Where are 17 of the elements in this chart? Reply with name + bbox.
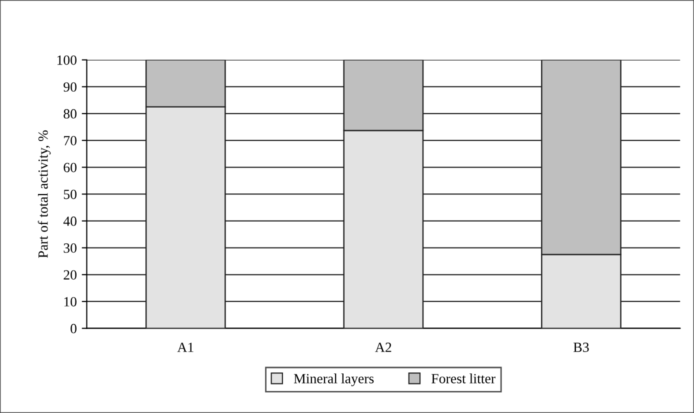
- y-tick-label: 30: [64, 243, 76, 253]
- y-tick-label: 50: [64, 190, 76, 200]
- y-tick-label: 100: [57, 55, 76, 65]
- legend-label: Forest litter: [432, 374, 496, 384]
- y-tick-label: 90: [64, 82, 76, 92]
- y-tick-label: 0: [70, 324, 76, 334]
- x-tick-label: A1: [177, 342, 194, 352]
- y-tick-label: 40: [63, 216, 76, 226]
- x-tick-label: B3: [574, 342, 589, 352]
- y-tick-label: 60: [64, 162, 76, 172]
- legend-label: Mineral layers: [294, 374, 374, 386]
- y-tick-label: 70: [64, 136, 76, 146]
- x-tick-label: A2: [375, 342, 392, 352]
- y-axis-title: Part of total activity, %: [38, 130, 51, 258]
- y-tick-label: 80: [64, 109, 76, 119]
- y-tick-label: 10: [64, 297, 76, 306]
- y-tick-label: 20: [64, 270, 76, 280]
